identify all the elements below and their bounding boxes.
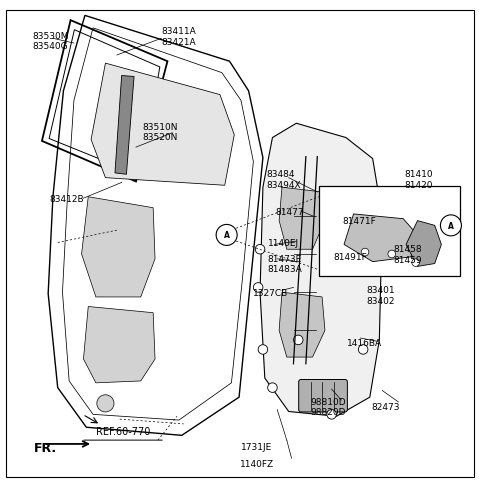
Circle shape xyxy=(327,410,336,419)
Circle shape xyxy=(441,215,461,236)
Circle shape xyxy=(253,283,263,293)
Polygon shape xyxy=(344,214,418,262)
Text: 81473E
81483A: 81473E 81483A xyxy=(268,254,302,274)
Text: 1416BA: 1416BA xyxy=(348,339,383,347)
Text: 83411A
83421A: 83411A 83421A xyxy=(161,27,196,46)
Polygon shape xyxy=(279,188,325,250)
Text: 1140EJ: 1140EJ xyxy=(268,239,299,247)
Circle shape xyxy=(97,395,114,412)
Text: 83484
83494X: 83484 83494X xyxy=(266,170,301,189)
Polygon shape xyxy=(91,64,234,186)
Circle shape xyxy=(359,345,368,354)
Text: 83530M
83540G: 83530M 83540G xyxy=(33,32,69,51)
Bar xyxy=(319,187,459,276)
Circle shape xyxy=(361,249,369,256)
Circle shape xyxy=(412,259,420,267)
Text: 81458
81459: 81458 81459 xyxy=(394,245,422,264)
Polygon shape xyxy=(320,212,377,264)
Text: 1140FZ: 1140FZ xyxy=(240,459,274,468)
Text: 1327CB: 1327CB xyxy=(253,288,288,297)
Text: REF.60-770: REF.60-770 xyxy=(96,426,150,436)
Circle shape xyxy=(258,345,268,354)
Text: 83401
83402: 83401 83402 xyxy=(366,286,395,305)
Text: 81410
81420: 81410 81420 xyxy=(405,170,433,189)
Polygon shape xyxy=(115,76,134,175)
Text: 81471F: 81471F xyxy=(343,217,376,225)
Polygon shape xyxy=(406,221,442,267)
Circle shape xyxy=(268,383,277,392)
Circle shape xyxy=(255,245,265,254)
Circle shape xyxy=(388,251,396,258)
Text: 83510N
83520N: 83510N 83520N xyxy=(142,122,178,142)
Text: 81491F: 81491F xyxy=(333,253,367,262)
Polygon shape xyxy=(82,197,155,297)
Text: A: A xyxy=(224,231,229,240)
Polygon shape xyxy=(260,124,382,416)
Text: 98810D
98820D: 98810D 98820D xyxy=(311,397,346,417)
Circle shape xyxy=(293,335,303,345)
Text: 83412B: 83412B xyxy=(49,194,84,203)
Circle shape xyxy=(216,225,237,246)
Text: 82473: 82473 xyxy=(371,403,400,411)
FancyBboxPatch shape xyxy=(299,380,348,412)
Text: FR.: FR. xyxy=(34,441,57,454)
Text: 1731JE: 1731JE xyxy=(241,442,272,451)
Text: 81477: 81477 xyxy=(276,207,304,216)
Text: A: A xyxy=(448,222,454,230)
Polygon shape xyxy=(279,293,325,357)
Polygon shape xyxy=(84,307,155,383)
